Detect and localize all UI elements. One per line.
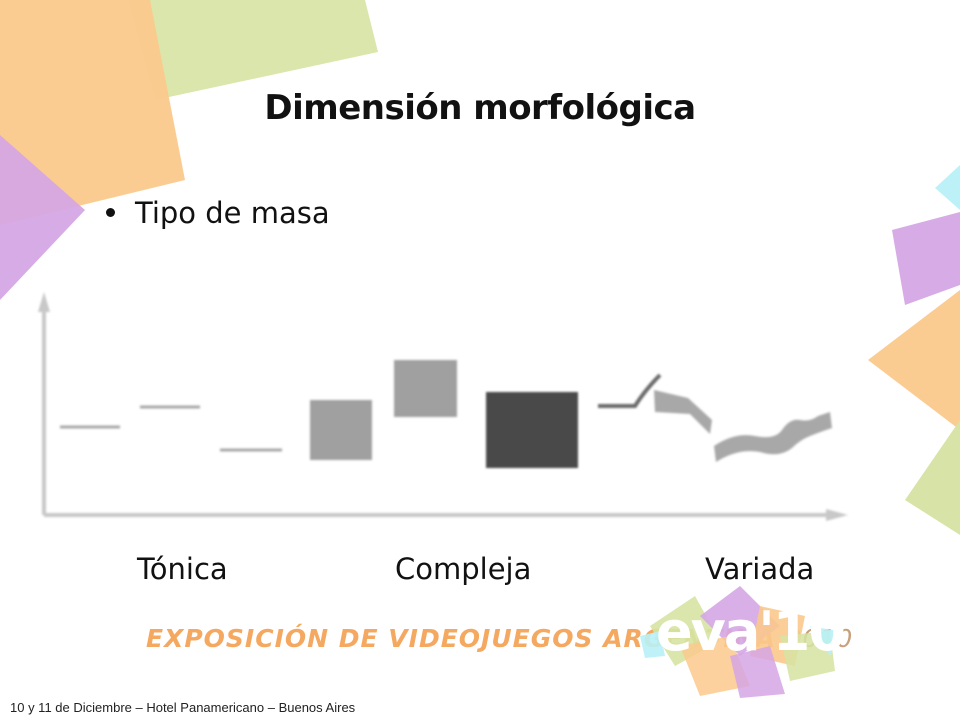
y-axis-arrow xyxy=(38,292,50,312)
category-label-tonica: Tónica xyxy=(137,552,228,586)
footer-text: 10 y 11 de Diciembre – Hotel Panamerican… xyxy=(10,700,356,715)
slide-title: Dimensión morfológica xyxy=(264,88,696,128)
x-axis-arrow xyxy=(826,509,848,521)
deco-green-square xyxy=(128,0,378,100)
eva-logo-text: eva'10 xyxy=(656,600,846,663)
deco-purple-shape-left xyxy=(0,135,85,300)
bullet-item: Tipo de masa xyxy=(106,196,330,230)
deco-cyan-shape-right xyxy=(935,165,960,210)
complex-block-3 xyxy=(486,392,578,468)
complex-block-1 xyxy=(310,400,372,460)
deco-orange-shape-right xyxy=(868,290,960,430)
deco-purple-square-right xyxy=(892,212,960,305)
category-label-variada: Variada xyxy=(705,552,815,586)
complex-block-2 xyxy=(394,360,457,417)
category-label-compleja: Compleja xyxy=(395,552,532,586)
deco-green-shape-right xyxy=(905,420,960,535)
varied-curve-1 xyxy=(598,373,662,408)
eva-logo-graphic xyxy=(640,586,838,698)
deco-orange-square xyxy=(0,0,185,225)
bullet-icon xyxy=(106,207,115,217)
varied-wave-3 xyxy=(714,412,832,462)
varied-band-2 xyxy=(654,390,712,434)
bullet-text: Tipo de masa xyxy=(135,196,330,230)
